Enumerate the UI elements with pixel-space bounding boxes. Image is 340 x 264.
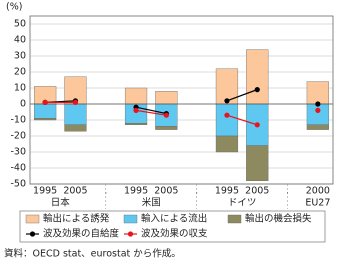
bar <box>64 124 87 132</box>
bar <box>306 81 329 105</box>
x-tick-label: 2005 <box>245 186 269 197</box>
group-label: 米国 <box>142 197 161 209</box>
x-tick-label: 2000 <box>306 186 330 197</box>
legend-marker <box>127 231 134 237</box>
y-tick-label: -40 <box>10 163 26 174</box>
bar <box>155 126 178 130</box>
group-label: EU27 <box>305 198 330 209</box>
y-tick-label: 40 <box>14 35 26 46</box>
y-tick-label: 20 <box>14 67 26 78</box>
x-tick-label: . <box>195 186 198 197</box>
line <box>226 114 258 126</box>
line-marker <box>163 112 169 118</box>
x-tick-label: 2005 <box>63 186 87 197</box>
line-marker <box>254 87 260 93</box>
bar <box>246 145 269 182</box>
y-tick-label: -50 <box>10 179 26 190</box>
y-tick-label: 0 <box>20 99 26 110</box>
y-tick-label: 50 <box>14 19 26 30</box>
bar <box>124 87 148 105</box>
bar <box>215 135 239 153</box>
x-tick-label: 2005 <box>154 186 178 197</box>
x-tick-label: . <box>286 186 289 197</box>
line-marker <box>224 112 230 118</box>
line-marker <box>315 107 321 113</box>
y-tick-label: 10 <box>14 83 26 94</box>
bar <box>34 103 57 119</box>
legend-label: 波及効果の自給度 <box>43 228 120 240</box>
legend-swatch <box>227 214 242 224</box>
bar <box>34 118 57 121</box>
y-tick-label: -20 <box>10 131 26 142</box>
bar <box>64 103 87 125</box>
group-label: 日本 <box>51 197 71 209</box>
line-marker <box>72 99 79 105</box>
x-tick-label: 1995 <box>215 186 239 197</box>
line <box>135 106 167 115</box>
legend-label: 輸出による誘発 <box>43 213 110 225</box>
bar <box>306 124 329 130</box>
line-marker <box>133 107 139 113</box>
line-marker <box>42 99 48 105</box>
y-tick-label: -30 <box>10 147 26 158</box>
y-tick-label: 30 <box>14 51 26 62</box>
legend-swatch <box>123 214 138 224</box>
line <box>135 109 167 116</box>
source-note: 資料：OECD stat、eurostat から作成。 <box>4 248 181 260</box>
line-marker <box>224 98 230 104</box>
legend-label: 波及効果の収支 <box>141 228 208 240</box>
legend-marker <box>29 231 36 237</box>
legend-label: 輸入による流出 <box>141 213 207 225</box>
group-label: ドイツ <box>228 198 257 209</box>
line-marker <box>254 122 260 128</box>
line-marker <box>315 101 321 107</box>
bar <box>246 49 269 105</box>
y-tick-label: -10 <box>10 115 26 126</box>
bar <box>306 103 329 125</box>
bar <box>124 122 148 125</box>
legend-label: 輸出の機会損失 <box>245 213 312 225</box>
x-tick-label: . <box>104 186 107 197</box>
plot-frame <box>29 15 334 185</box>
bar <box>155 90 178 105</box>
bar <box>215 103 239 137</box>
y-unit: (%) <box>6 2 22 13</box>
x-tick-label: 1995 <box>33 186 57 197</box>
line <box>226 89 258 102</box>
x-tick-label: 1995 <box>124 186 148 197</box>
legend-swatch <box>25 214 40 224</box>
legend-box <box>19 210 326 243</box>
